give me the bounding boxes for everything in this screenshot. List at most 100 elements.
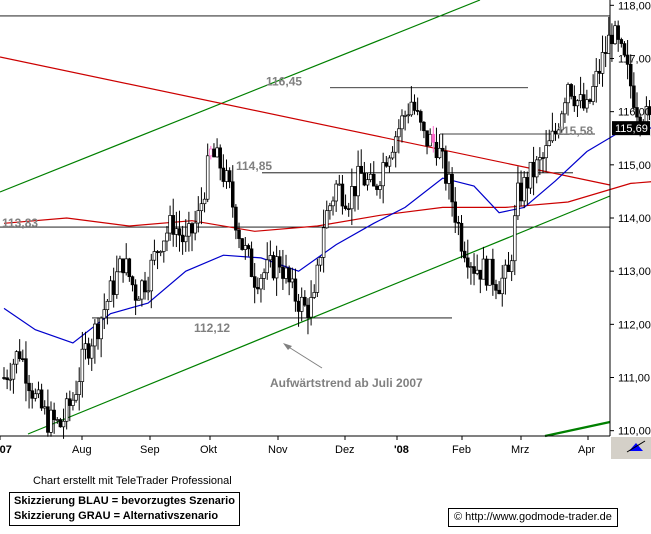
candle-up (321, 227, 326, 258)
candle-down (425, 130, 429, 147)
candle-down (303, 296, 307, 306)
candle-up (71, 399, 75, 406)
candle-down (127, 258, 132, 278)
y-tick-label: 116,00 (618, 107, 651, 119)
candle-up (93, 323, 97, 347)
candle-up (290, 278, 295, 283)
candle-down (440, 147, 445, 152)
y-tick-label: 115,00 (618, 160, 651, 172)
candle-up (400, 115, 404, 130)
candle-down (121, 258, 125, 274)
candle-up (158, 251, 163, 254)
candle-up (409, 101, 414, 116)
candle-down (628, 63, 633, 87)
candle-down (431, 133, 436, 143)
moving-averages (3, 126, 651, 344)
candle-up (187, 223, 191, 237)
candle-up (337, 183, 342, 186)
candle-up (613, 25, 617, 45)
y-tick-label: 111,00 (618, 373, 650, 385)
candle-down (635, 107, 639, 118)
annotations: Aufwärtstrend ab Juli 2007 (270, 343, 423, 390)
candle-down (466, 257, 470, 268)
x-tick-label: Aug (72, 444, 92, 456)
candle-up (381, 162, 385, 187)
candle-down (359, 165, 363, 174)
website-credit[interactable]: © http://www.godmode-trader.de (448, 508, 618, 527)
resistance-line (0, 56, 611, 186)
candle-up (243, 245, 248, 250)
candle-down (155, 251, 160, 254)
candle-up (334, 183, 338, 202)
candle-down (412, 101, 417, 111)
candle-down (5, 377, 9, 381)
candle-up (140, 280, 144, 300)
candle-up (534, 159, 539, 178)
candle-up (447, 173, 451, 184)
candle-up (513, 215, 517, 262)
candle-up (55, 419, 60, 421)
candle-down (133, 284, 138, 301)
candle-down (111, 280, 116, 295)
y-tick-label: 117,00 (618, 53, 651, 65)
support-resistance-levels (0, 15, 610, 319)
level-label: 113,83 (2, 216, 38, 230)
candle-down (459, 222, 464, 252)
candle-up (118, 258, 122, 273)
x-tick-label: Feb (452, 444, 471, 456)
candle-up (77, 381, 81, 395)
candle-up (284, 267, 288, 279)
candle-down (68, 398, 72, 406)
x-tick-label: Apr (578, 444, 595, 456)
candle-down (484, 258, 489, 286)
candle-down (632, 85, 636, 108)
candle-down (237, 229, 241, 239)
channel-segment (544, 420, 611, 438)
candle-down (375, 185, 379, 190)
level-label: 116,45 (266, 75, 302, 89)
candle-down (278, 256, 282, 268)
candle-down (296, 300, 301, 312)
candle-up (74, 394, 78, 401)
candle-up (331, 200, 335, 207)
candle-down (525, 177, 530, 189)
y-tick-label: 113,00 (618, 266, 651, 278)
candle-down (572, 95, 577, 107)
candle-up (503, 264, 508, 279)
candle-down (597, 70, 602, 74)
candle-up (168, 215, 172, 234)
candle-down (616, 25, 620, 40)
candle-down (581, 94, 586, 109)
level-labels: 116,45 115,58 114,85 113,83 112,12 (2, 75, 593, 335)
candle-down (271, 255, 276, 279)
candle-down (456, 221, 461, 224)
candle-up (566, 84, 570, 104)
x-tick-label: Sep (140, 444, 160, 456)
candle-down (252, 276, 257, 288)
candle-down (422, 121, 426, 132)
candle-down (240, 238, 244, 250)
candle-up (184, 235, 188, 243)
candle-up (368, 173, 373, 180)
candle-up (365, 179, 370, 186)
candle-up (544, 145, 548, 159)
candle-down (212, 148, 216, 158)
candle-up (83, 343, 88, 350)
candle-down (287, 267, 291, 283)
candle-up (328, 205, 332, 212)
y-tick-label: 118,00 (618, 0, 651, 12)
candle-up (522, 177, 526, 202)
candle-up (325, 210, 329, 229)
candle-up (152, 251, 157, 261)
candle-up (146, 290, 150, 293)
candle-up (397, 128, 401, 138)
candle-up (378, 185, 382, 190)
ma-long-line (3, 181, 651, 232)
candle-down (453, 201, 457, 223)
level-label: 114,85 (236, 159, 272, 173)
candle-up (165, 232, 169, 242)
candle-down (180, 234, 185, 243)
candle-down (58, 419, 63, 428)
candle-up (64, 398, 69, 422)
candle-down (221, 167, 226, 182)
